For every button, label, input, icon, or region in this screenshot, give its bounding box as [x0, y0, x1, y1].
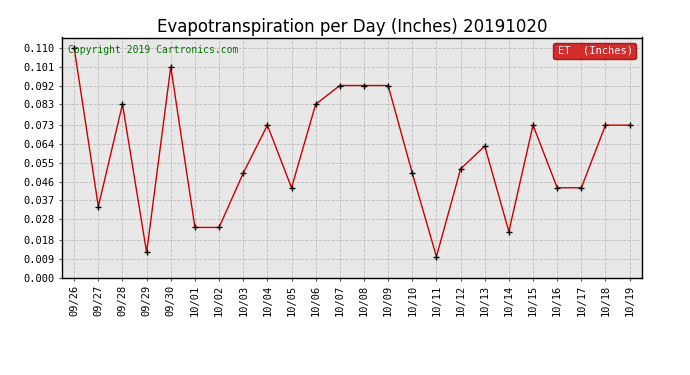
- Title: Evapotranspiration per Day (Inches) 20191020: Evapotranspiration per Day (Inches) 2019…: [157, 18, 547, 36]
- Legend: ET  (Inches): ET (Inches): [553, 43, 636, 59]
- Text: Copyright 2019 Cartronics.com: Copyright 2019 Cartronics.com: [68, 45, 238, 55]
